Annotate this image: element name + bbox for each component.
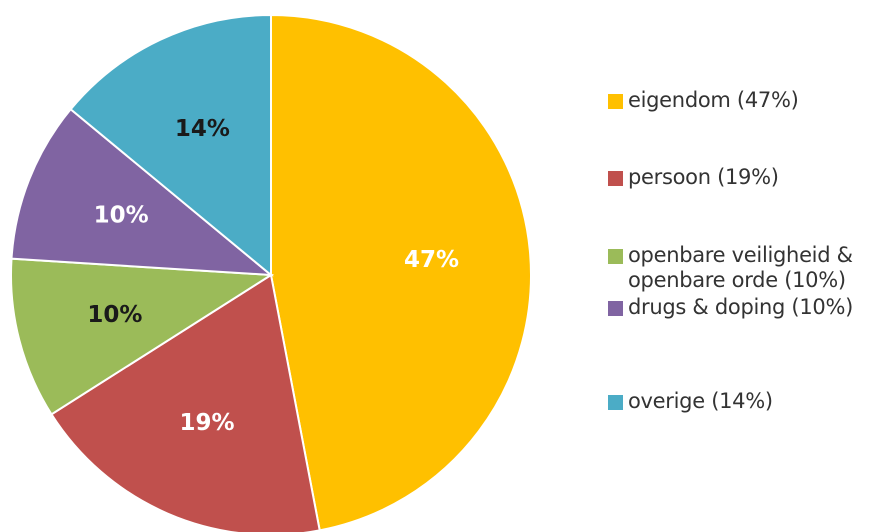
legend-label: persoon (19%): [628, 165, 779, 189]
chart-legend: eigendom (47%) persoon (19%) openbare veil…: [608, 0, 896, 532]
data-label-drugs-doping: 10%: [94, 203, 149, 229]
legend-label: overige (14%): [628, 389, 773, 413]
legend-item-persoon: persoon (19%): [608, 165, 779, 190]
legend-swatch: [608, 301, 623, 316]
legend-swatch: [608, 171, 623, 186]
data-label-persoon: 19%: [179, 410, 234, 436]
legend-item-openbare-veiligheid: openbare veiligheid & openbare orde (10%…: [608, 243, 853, 293]
legend-label: openbare veiligheid & openbare orde (10%…: [628, 243, 853, 292]
data-label-eigendom: 47%: [404, 247, 459, 273]
pie-plot-area: 47% 19% 10% 10% 14%: [10, 13, 532, 532]
data-label-openbare-veiligheid: 10%: [87, 302, 142, 328]
legend-swatch: [608, 395, 623, 410]
pie-slice-persoon: [50, 273, 321, 532]
legend-item-overige: overige (14%): [608, 389, 773, 414]
pie-slice-drugs-doping: [10, 107, 275, 277]
legend-item-eigendom: eigendom (47%): [608, 88, 799, 113]
legend-swatch: [608, 94, 623, 109]
pie-slice-eigendom: [270, 13, 532, 532]
data-label-overige: 14%: [175, 116, 230, 142]
pie-slice-overige: [69, 13, 272, 278]
legend-swatch: [608, 249, 623, 264]
legend-label: drugs & doping (10%): [628, 295, 853, 319]
pie-slice-openbare-veiligheid: [10, 257, 275, 416]
legend-item-drugs-doping: drugs & doping (10%): [608, 295, 853, 320]
legend-label: eigendom (47%): [628, 88, 799, 112]
